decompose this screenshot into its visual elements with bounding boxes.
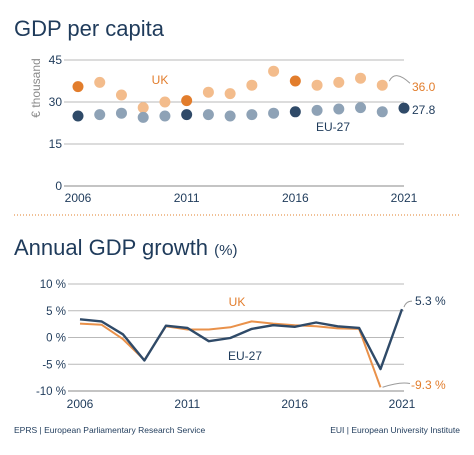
footer-source-right: EUI | European University Institute [330,425,460,435]
x-tick-label: 2016 [281,397,308,411]
x-tick-label: 2006 [65,191,92,205]
chart2-title-text: Annual GDP growth [14,235,209,260]
y-axis-title: € thousand [29,58,43,117]
x-tick-label: 2021 [391,191,418,205]
eu27-end-value: 5.3 % [415,294,446,308]
eu27-dot [376,106,388,118]
uk-dot [159,96,171,108]
eu27-end-value: 27.8 [412,103,436,117]
uk-end-value: 36.0 [412,80,436,94]
eu27-dot [72,110,84,122]
eu27-dot [181,109,193,121]
eu27-dot [289,106,301,118]
uk-end-leader [388,75,411,84]
chart2-title-unit: (%) [214,242,238,259]
uk-dot [289,75,301,87]
y-tick-label: -10 % [36,386,66,398]
y-tick-label: 0 [55,179,62,193]
y-tick-label: 45 [49,53,63,67]
uk-dot [202,86,214,98]
chart1-title: GDP per capita [14,16,165,41]
x-tick-label: 2016 [282,191,309,205]
eu27-series-label: EU-27 [228,349,262,363]
eu27-dot [94,109,106,121]
uk-series-label: UK [229,295,246,309]
y-tick-label: 30 [49,95,63,109]
uk-series-label: UK [152,73,169,87]
eu27-dot [398,102,410,114]
uk-end-value: -9.3 % [411,378,446,392]
uk-dot [376,79,388,91]
eu27-growth-line [79,308,404,371]
uk-dot [311,79,323,91]
y-tick-label: -5 % [42,359,66,371]
eu27-dot [224,110,236,122]
eu27-series-label: EU-27 [316,120,350,134]
y-tick-label: 0 % [46,333,66,345]
uk-dot [224,88,236,100]
eu27-dot [333,103,345,115]
eu27-dot [115,107,127,119]
uk-dot [137,102,149,114]
uk-dot [268,65,280,77]
uk-dot [94,76,106,88]
x-tick-label: 2011 [174,191,200,205]
eu27-dot [246,109,258,121]
eu27-dot [159,110,171,122]
x-tick-label: 2011 [174,397,200,411]
uk-end-leader [382,382,411,388]
y-tick-label: 15 [49,137,63,151]
chart2-title: Annual GDP growth (%) [14,235,238,261]
eu27-dot [268,107,280,119]
x-tick-label: 2006 [67,397,94,411]
eu27-end-leader [403,300,413,308]
eu27-dot [355,102,367,114]
y-tick-label: 10 % [40,279,66,291]
eu27-dot [137,111,149,123]
uk-dot [181,95,193,107]
eu27-dot [311,104,323,116]
uk-dot [115,89,127,101]
uk-growth-line [79,320,382,388]
footer-source-left: EPRS | European Parliamentary Research S… [14,425,206,435]
x-tick-label: 2021 [389,397,416,411]
uk-dot [246,79,258,91]
uk-dot [72,81,84,93]
y-tick-label: 5 % [46,306,66,318]
eu27-dot [202,109,214,121]
uk-dot [355,72,367,84]
uk-dot [333,76,345,88]
